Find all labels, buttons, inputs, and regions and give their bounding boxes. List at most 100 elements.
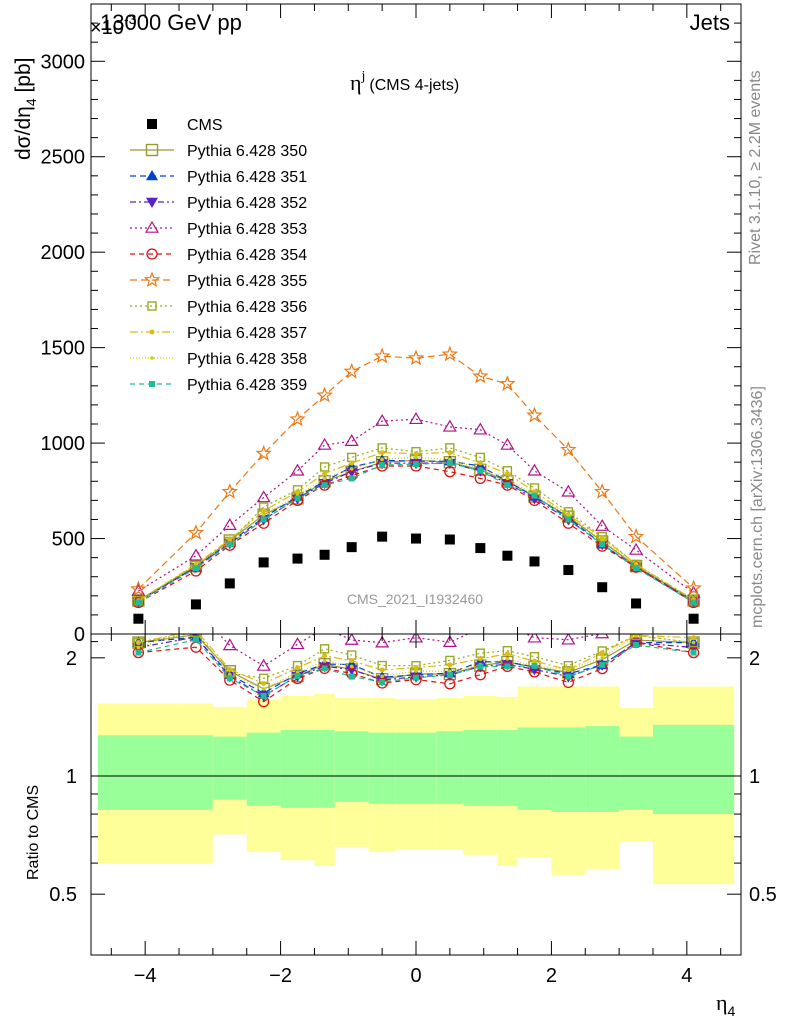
ratio-point-pythia-6-428-355 — [501, 571, 514, 584]
point-pythia-6-428-359 — [192, 565, 199, 572]
ratio-point-pythia-6-428-353 — [442, 635, 457, 648]
ratio-y-tick-label-right: 0.5 — [749, 884, 777, 906]
ratio-point-pythia-6-428-357 — [261, 681, 267, 687]
y-tick-label: 1000 — [41, 433, 86, 455]
point-pythia-6-428-356 — [319, 462, 330, 472]
point-pythia-6-428-359 — [477, 467, 484, 474]
ratio-line-pythia-6-428-356 — [138, 634, 694, 679]
point-pythia-6-428-353 — [222, 517, 237, 530]
point-cms — [688, 613, 699, 624]
y-tick-label: 0 — [74, 624, 85, 646]
inner-band-bin — [368, 732, 396, 804]
point-pythia-6-428-359 — [504, 482, 511, 489]
point-pythia-6-428-357 — [349, 460, 355, 466]
ratio-point-pythia-6-428-358 — [634, 634, 638, 638]
legend-label-pythia-6-428-359: Pythia 6.428 359 — [187, 377, 307, 394]
legend-entry-cms: CMS — [147, 117, 223, 134]
ratio-point-pythia-6-428-358 — [349, 664, 354, 669]
inner-band-bin — [334, 731, 369, 802]
point-pythia-6-428-357 — [447, 450, 453, 456]
watermark-label: CMS_2021_I1932460 — [347, 591, 483, 607]
point-cms — [444, 534, 455, 545]
point-pythia-6-428-357 — [227, 537, 233, 542]
ratio-point-pythia-6-428-357 — [322, 653, 328, 659]
ratio-point-pythia-6-428-354 — [444, 678, 456, 690]
point-cms — [190, 599, 201, 610]
inner-band-bin — [280, 729, 315, 808]
ratio-point-pythia-6-428-357 — [193, 627, 198, 632]
series-line-pythia-6-428-352 — [138, 462, 694, 603]
ratio-point-pythia-6-428-359 — [565, 673, 572, 680]
point-pythia-6-428-355 — [685, 579, 702, 596]
y-exponent-label: ×10-3 — [90, 11, 137, 39]
ratio-point-pythia-6-428-357 — [691, 635, 697, 641]
ratio-point-pythia-6-428-359 — [226, 675, 233, 682]
point-cms — [475, 543, 486, 554]
ratio-point-pythia-6-428-359 — [531, 662, 538, 669]
series-line-pythia-6-428-355 — [137, 353, 695, 590]
legend-marker-pythia-6-428-353 — [144, 220, 160, 233]
legend-label-pythia-6-428-357: Pythia 6.428 357 — [187, 325, 307, 342]
ratio-point-pythia-6-428-357 — [531, 658, 537, 664]
ratio-point-pythia-6-428-359 — [446, 672, 453, 679]
ratio-uncertainty-bands — [91, 686, 741, 885]
point-pythia-6-428-357 — [413, 451, 419, 457]
legend-marker-pythia-6-428-354 — [146, 248, 158, 260]
inner-band-bin — [246, 732, 281, 806]
ratio-point-pythia-6-428-353 — [319, 622, 331, 632]
ratio-point-pythia-6-428-355 — [528, 581, 541, 594]
series-line-pythia-6-428-354 — [138, 465, 694, 604]
series-pythia-6-428-359 — [135, 460, 697, 606]
point-cms — [529, 556, 540, 567]
legend-label-pythia-6-428-350: Pythia 6.428 350 — [187, 143, 307, 160]
point-pythia-6-428-358 — [349, 467, 354, 471]
x-tick-label: −2 — [269, 965, 292, 987]
ratio-point-pythia-6-428-353 — [474, 622, 486, 632]
ratio-point-pythia-6-428-359 — [477, 663, 484, 670]
point-pythia-6-428-359 — [531, 492, 538, 499]
ratio-point-pythia-6-428-358 — [136, 645, 141, 650]
point-pythia-6-428-353 — [256, 490, 271, 503]
point-pythia-6-428-357 — [599, 535, 605, 541]
header-left-label: 13000 GeV pp — [100, 10, 242, 35]
ratio-point-pythia-6-428-353 — [501, 620, 513, 630]
legend-marker-pythia-6-428-359 — [149, 381, 155, 387]
ratio-point-pythia-6-428-359 — [379, 679, 386, 686]
ratio-y-tick-label: 0.5 — [49, 884, 77, 906]
point-pythia-6-428-359 — [348, 475, 355, 482]
point-pythia-6-428-359 — [599, 541, 606, 548]
ratio-line-pythia-6-428-351 — [138, 636, 694, 694]
ratio-point-pythia-6-428-356 — [319, 644, 330, 654]
point-pythia-6-428-357 — [261, 508, 267, 514]
inner-band-bin — [463, 729, 498, 806]
legend-label-pythia-6-428-352: Pythia 6.428 352 — [187, 195, 307, 212]
inner-band-bin — [619, 736, 653, 810]
ratio-y-tick-label-right: 2 — [749, 648, 760, 670]
ratio-point-pythia-6-428-358 — [600, 656, 604, 660]
series-line-pythia-6-428-358 — [138, 456, 694, 603]
point-pythia-6-428-359 — [260, 516, 267, 523]
point-pythia-6-428-355 — [221, 483, 239, 499]
point-cms — [319, 549, 330, 560]
point-pythia-6-428-355 — [289, 410, 306, 427]
point-pythia-6-428-353 — [408, 412, 424, 425]
y-axis-label: dσ/dη4 [pb] — [12, 57, 39, 160]
point-pythia-6-428-355 — [255, 444, 272, 461]
inner-band-bin — [212, 736, 247, 800]
point-pythia-6-428-355 — [593, 483, 611, 499]
point-cms — [411, 533, 421, 544]
point-pythia-6-428-354 — [132, 596, 145, 609]
legend-entry-pythia-6-428-356: Pythia 6.428 356 — [130, 299, 307, 316]
ratio-point-pythia-6-428-359 — [599, 661, 606, 668]
point-pythia-6-428-355 — [373, 347, 391, 364]
legend-marker-pythia-6-428-358 — [150, 356, 154, 360]
point-pythia-6-428-353 — [629, 542, 644, 555]
point-pythia-6-428-355 — [499, 375, 516, 391]
ratio-point-pythia-6-428-359 — [192, 636, 199, 643]
point-cms — [502, 550, 513, 561]
point-cms — [597, 582, 608, 593]
point-pythia-6-428-354 — [410, 460, 422, 472]
point-pythia-6-428-355 — [627, 527, 645, 544]
series-line-pythia-6-428-357 — [138, 451, 694, 602]
legend-marker-pythia-6-428-351 — [146, 170, 158, 181]
